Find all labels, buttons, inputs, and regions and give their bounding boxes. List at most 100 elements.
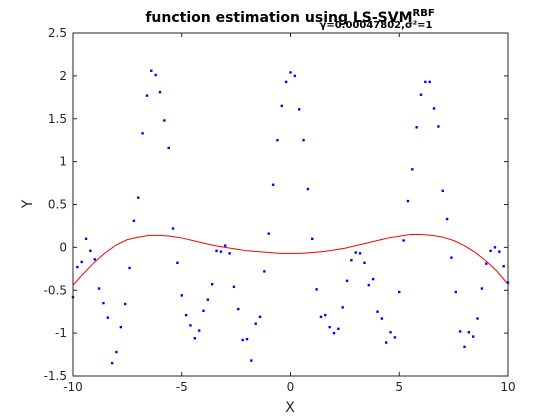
data-point [276, 138, 279, 142]
data-point [424, 80, 427, 84]
data-point [219, 250, 223, 253]
x-axis-label: X [285, 400, 295, 416]
data-point [141, 132, 144, 135]
x-tick-label: 10 [500, 380, 515, 394]
data-point [145, 94, 149, 97]
data-point [132, 219, 136, 222]
data-point [450, 256, 453, 259]
data-point [202, 309, 205, 313]
data-point [245, 337, 249, 341]
data-point [184, 313, 188, 317]
data-point [306, 187, 310, 191]
data-point [358, 252, 362, 255]
data-point [428, 80, 431, 84]
data-point [211, 283, 214, 286]
data-point [293, 74, 297, 78]
x-tick-label: 5 [395, 380, 403, 394]
estimate-curve-layer [72, 234, 509, 286]
data-point [467, 331, 471, 334]
data-point [193, 337, 196, 340]
data-point [324, 313, 327, 317]
data-point [167, 146, 170, 150]
data-point [319, 315, 323, 319]
data-points-layer [71, 69, 510, 365]
data-point [398, 290, 401, 294]
y-tick-label: 0 [59, 240, 67, 254]
data-point [128, 266, 131, 270]
data-point [254, 322, 257, 325]
data-point [150, 69, 153, 72]
data-point [302, 138, 305, 142]
data-point [328, 325, 331, 329]
data-point [80, 260, 83, 264]
chart-title-superscript: RBF [413, 8, 435, 19]
data-point [454, 290, 457, 294]
y-tick-label: -0.5 [44, 283, 67, 297]
x-tick-label: 0 [287, 380, 295, 394]
data-point [315, 288, 318, 291]
data-point [76, 265, 79, 269]
data-point [280, 104, 283, 108]
y-tick-label: 1 [59, 155, 67, 169]
data-point [115, 350, 118, 354]
data-point [385, 341, 388, 344]
data-point [432, 107, 436, 110]
x-tick-label: -10 [63, 380, 83, 394]
y-tick-label: 2.5 [48, 26, 67, 40]
data-point [380, 317, 384, 320]
data-point [389, 331, 392, 334]
data-point [237, 307, 240, 311]
data-point [485, 262, 488, 265]
chart-title-subscript: γ=0.00047802,σ²=1 [320, 20, 433, 31]
data-point [498, 250, 501, 253]
data-point [84, 237, 88, 240]
data-point [311, 237, 314, 240]
data-point [176, 261, 179, 265]
data-point [371, 277, 375, 281]
data-point [367, 283, 370, 287]
data-point [137, 196, 140, 199]
data-point [284, 80, 288, 84]
data-point [376, 310, 379, 313]
data-point [241, 338, 244, 342]
data-point [110, 361, 114, 365]
y-axis-label: Y [20, 199, 36, 209]
chart-title: function estimation using LS-SVMRBF γ=0.0… [145, 8, 434, 31]
data-point [197, 329, 201, 332]
data-point [472, 335, 475, 338]
data-point [298, 108, 301, 111]
data-point [271, 183, 275, 186]
y-tick-label: 1.5 [48, 112, 67, 126]
data-point [124, 302, 127, 306]
data-point [332, 331, 336, 335]
data-point [350, 259, 353, 262]
data-point [415, 126, 418, 129]
data-point [441, 189, 444, 192]
estimate-curve [72, 234, 509, 286]
data-point [106, 316, 109, 319]
data-point [215, 249, 218, 253]
y-tick-label: 0.5 [48, 198, 67, 212]
y-tick-label: -1 [55, 326, 67, 340]
data-point [232, 285, 236, 289]
data-point [437, 125, 440, 128]
data-point [402, 239, 405, 242]
data-point [250, 359, 253, 362]
data-point [289, 71, 292, 74]
data-point [445, 217, 449, 221]
data-point [345, 279, 349, 283]
data-point [363, 261, 366, 265]
data-point [406, 199, 410, 203]
data-point [267, 232, 270, 235]
data-point [102, 301, 105, 305]
data-point [354, 251, 357, 254]
data-point [180, 294, 183, 297]
data-point [224, 244, 227, 247]
data-point [119, 325, 123, 329]
data-point [158, 90, 162, 94]
data-point [393, 336, 397, 339]
y-tick-label: -1.5 [44, 369, 67, 383]
data-point [419, 93, 423, 96]
chart-title-main: function estimation using LS-SVM [145, 10, 412, 26]
data-point [154, 73, 157, 77]
